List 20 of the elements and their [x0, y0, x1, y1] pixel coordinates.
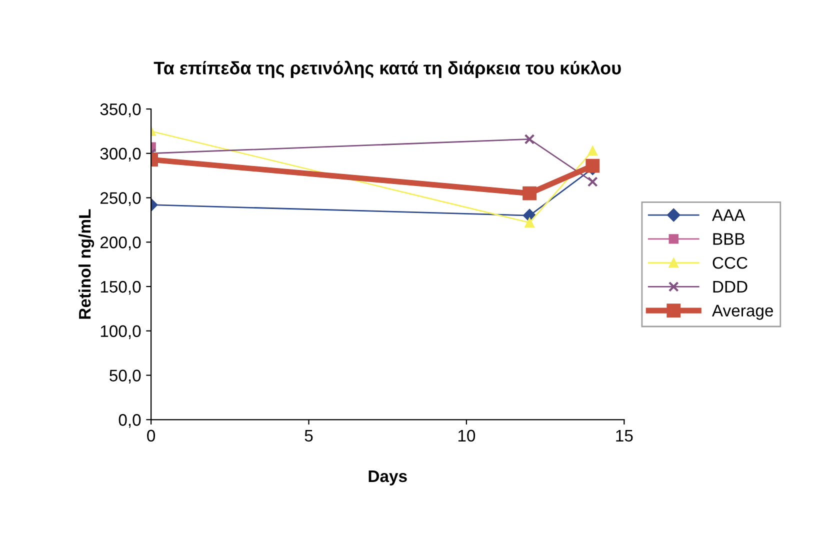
y-tick-label: 300,0 — [100, 148, 141, 162]
y-tick-label: 50,0 — [110, 370, 141, 384]
y-tick-label: 250,0 — [100, 192, 141, 206]
legend-label: CCC — [712, 256, 748, 269]
y-tick-label: 200,0 — [100, 236, 141, 250]
legend-label: Average — [712, 304, 773, 320]
x-tick-label: 5 — [304, 430, 313, 442]
y-axis-title: Retinol ng/mL — [78, 209, 94, 319]
x-tick-label: 15 — [616, 430, 633, 442]
y-tick-label: 100,0 — [100, 325, 141, 340]
chart-title: Τα επίπεδα της ρετινόλης κατά τη διάρκεια του κύκλου — [154, 60, 621, 78]
legend-label: AAA — [712, 209, 746, 221]
x-tick-label: 0 — [147, 430, 156, 442]
y-tick-label: 150,0 — [100, 280, 141, 295]
y-tick-label: 0,0 — [118, 414, 141, 428]
y-tick-label: 350,0 — [100, 103, 141, 118]
legend-label: BBB — [713, 233, 744, 245]
x-tick-label: 10 — [458, 430, 476, 442]
legend-label: DDD — [713, 281, 748, 293]
x-axis-title: Days — [368, 470, 407, 486]
